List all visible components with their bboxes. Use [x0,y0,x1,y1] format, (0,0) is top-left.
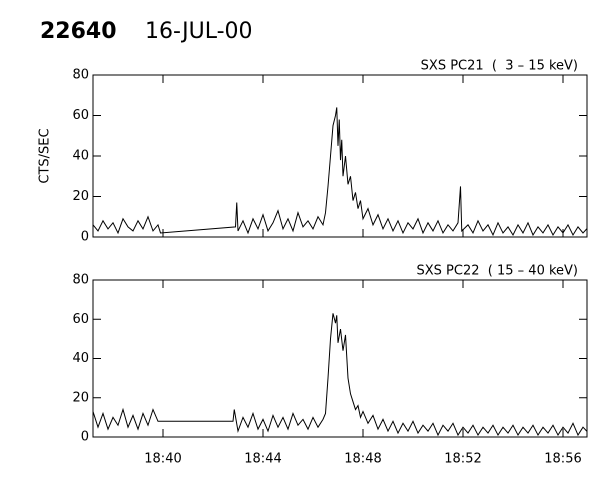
y-tick-label: 20 [72,189,89,204]
y-tick-label: 20 [72,390,89,405]
y-tick-label: 80 [72,273,89,288]
observation-id: 22640 [40,19,117,44]
y-axis-label: CTS/SEC [38,128,53,183]
plot-frame [92,279,588,438]
y-tick-label: 0 [81,430,89,445]
y-tick-label: 60 [72,108,89,123]
y-tick-label: 40 [72,351,89,366]
data-line [92,107,588,237]
y-tick-label: 80 [72,68,89,83]
x-tick-label: 18:44 [244,452,281,467]
y-tick-label: 40 [72,149,89,164]
x-tick-label: 18:52 [444,452,481,467]
observation-date: 16-JUL-00 [145,19,253,44]
x-tick-label: 18:56 [544,452,581,467]
y-tick-label: 60 [72,312,89,327]
x-tick-label: 18:48 [344,452,381,467]
data-line [92,313,588,437]
x-tick-label: 18:40 [144,452,181,467]
panel-title: SXS PC22 ( 15 – 40 keV) [417,264,578,279]
y-tick-label: 0 [81,230,89,245]
panel-title: SXS PC21 ( 3 – 15 keV) [421,59,578,74]
